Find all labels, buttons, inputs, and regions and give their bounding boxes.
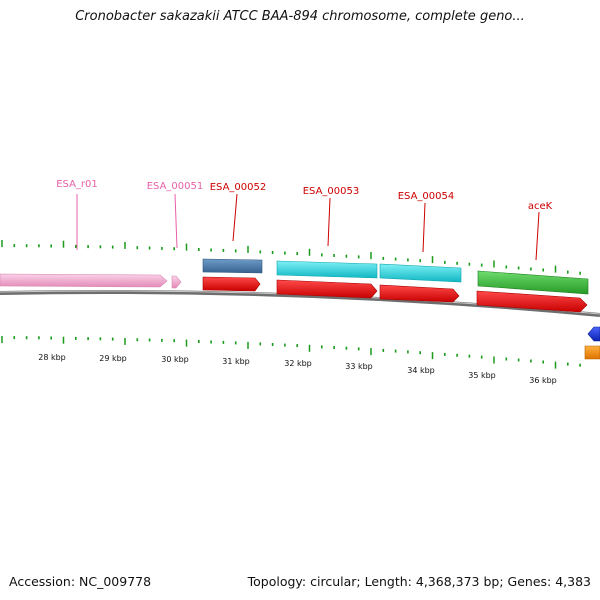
lower-tick-track: [1, 336, 581, 369]
ruler-label: 33 kbp: [345, 362, 373, 371]
map-title: Cronobacter sakazakii ATCC BAA-894 chrom…: [75, 9, 525, 24]
feature-box-esa-00052[interactable]: [202, 258, 263, 274]
feature-track-cds: [202, 276, 588, 313]
feature-box-esa-00054[interactable]: [379, 263, 462, 283]
cds-arrow-esa-00053[interactable]: [276, 279, 378, 299]
label-esa-00052[interactable]: ESA_00052: [210, 182, 267, 193]
feature-arrow-esa-00051[interactable]: [171, 275, 182, 289]
feature-box-esa-00053[interactable]: [276, 260, 378, 279]
label-esa-00051[interactable]: ESA_00051: [147, 181, 204, 192]
accession-text: Accession: NC_009778: [9, 574, 152, 589]
ruler-label: 29 kbp: [99, 354, 127, 363]
feature-arrow-esa-r01[interactable]: [0, 273, 168, 288]
ruler-label: 35 kbp: [468, 371, 496, 380]
ruler-label: 30 kbp: [161, 355, 189, 364]
label-acek[interactable]: aceK: [528, 201, 553, 212]
cds-arrow-acek[interactable]: [476, 290, 588, 313]
ruler-label: 32 kbp: [284, 359, 312, 368]
label-esa-00054[interactable]: ESA_00054: [398, 191, 455, 202]
kbp-ruler: 28 kbp 29 kbp 30 kbp 31 kbp 32 kbp 33 kbp 34 k…: [38, 353, 557, 385]
feature-track-outer: [0, 258, 589, 295]
topology-summary: Topology: circular; Length: 4,368,373 bp…: [247, 574, 591, 589]
label-leaders: [76, 193, 540, 261]
ruler-label: 28 kbp: [38, 353, 66, 362]
label-esa-00053[interactable]: ESA_00053: [303, 186, 360, 197]
gene-labels: ESA_r01 ESA_00051 ESA_00052 ESA_00053 ES…: [56, 179, 552, 212]
feature-arrow-blue-edge[interactable]: [587, 326, 600, 342]
feature-box-orange-edge[interactable]: [584, 345, 600, 360]
feature-box-acek[interactable]: [477, 270, 589, 295]
label-esa-r01[interactable]: ESA_r01: [56, 179, 98, 190]
ruler-label: 34 kbp: [407, 366, 435, 375]
ruler-label: 36 kbp: [529, 376, 557, 385]
upper-tick-track: [1, 240, 581, 275]
ruler-label: 31 kbp: [222, 357, 250, 366]
cds-arrow-esa-00054[interactable]: [379, 284, 460, 303]
cds-arrow-esa-00052[interactable]: [202, 276, 261, 292]
